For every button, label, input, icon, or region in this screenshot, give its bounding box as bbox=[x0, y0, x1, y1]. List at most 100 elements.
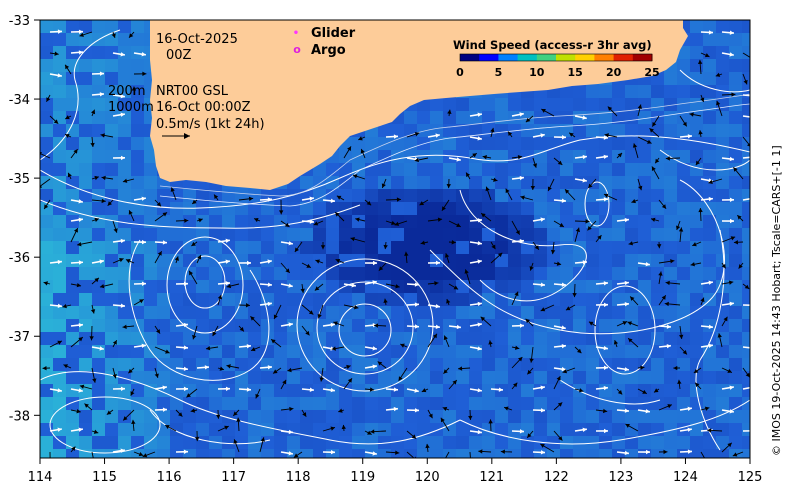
field-cell bbox=[417, 371, 431, 385]
field-cell bbox=[79, 215, 93, 229]
field-cell bbox=[391, 449, 405, 458]
field-cell bbox=[404, 163, 418, 177]
colorbar bbox=[460, 54, 653, 61]
field-cell bbox=[404, 189, 418, 203]
field-cell bbox=[391, 150, 405, 164]
field-cell bbox=[92, 150, 106, 164]
field-cell bbox=[105, 436, 119, 450]
field-cell bbox=[391, 345, 405, 359]
field-cell bbox=[157, 345, 171, 359]
field-cell bbox=[716, 436, 730, 450]
field-cell bbox=[222, 436, 236, 450]
field-cell bbox=[495, 254, 509, 268]
field-cell bbox=[573, 163, 587, 177]
current-arrow bbox=[485, 186, 492, 201]
colorbar-swatch bbox=[632, 54, 653, 61]
current-arrow bbox=[507, 131, 513, 138]
current-arrow bbox=[49, 29, 63, 34]
field-cell bbox=[742, 189, 750, 203]
field-cell bbox=[53, 449, 67, 458]
current-arrow bbox=[91, 451, 94, 458]
current-arrow bbox=[111, 31, 116, 38]
current-arrow bbox=[404, 251, 409, 264]
field-cell bbox=[586, 280, 600, 294]
current-arrow bbox=[64, 133, 72, 138]
field-cell bbox=[40, 332, 54, 346]
field-cell bbox=[742, 449, 750, 458]
field-cell bbox=[612, 423, 626, 437]
current-arrow bbox=[343, 304, 359, 310]
field-cell bbox=[92, 241, 106, 255]
current-arrow bbox=[444, 253, 450, 264]
field-cell bbox=[326, 241, 340, 255]
field-cell bbox=[716, 124, 730, 138]
field-cell bbox=[677, 436, 691, 450]
field-cell bbox=[144, 423, 158, 437]
field-cell bbox=[235, 449, 249, 458]
current-arrow bbox=[350, 236, 366, 243]
field-cell bbox=[443, 332, 457, 346]
contour-line bbox=[40, 199, 361, 229]
field-cell bbox=[170, 397, 184, 411]
field-cell bbox=[79, 267, 93, 281]
field-cell bbox=[573, 189, 587, 203]
current-arrow bbox=[154, 346, 170, 354]
field-cell bbox=[508, 384, 522, 398]
field-cell bbox=[339, 176, 353, 190]
field-cell bbox=[79, 228, 93, 242]
current-arrow bbox=[70, 322, 84, 328]
field-cell bbox=[105, 111, 119, 125]
field-cell bbox=[443, 410, 457, 424]
field-cell bbox=[391, 254, 405, 268]
field-cell bbox=[586, 423, 600, 437]
current-arrow bbox=[698, 207, 703, 222]
field-cell bbox=[742, 306, 750, 320]
field-cell bbox=[638, 85, 652, 99]
field-cell bbox=[79, 85, 93, 99]
field-cell bbox=[196, 397, 210, 411]
current-arrow bbox=[101, 175, 114, 181]
field-cell bbox=[287, 293, 301, 307]
current-arrow bbox=[259, 437, 265, 453]
field-cell bbox=[690, 371, 704, 385]
field-cell bbox=[339, 189, 353, 203]
field-cell bbox=[625, 254, 639, 268]
field-cell bbox=[53, 202, 67, 216]
field-cell bbox=[742, 215, 750, 229]
current-arrow bbox=[400, 343, 408, 348]
field-cell bbox=[92, 319, 106, 333]
current-arrow bbox=[385, 450, 400, 455]
field-cell bbox=[365, 150, 379, 164]
field-cell bbox=[40, 33, 54, 47]
field-cell bbox=[274, 228, 288, 242]
field-cell bbox=[664, 345, 678, 359]
current-arrow bbox=[658, 259, 675, 264]
field-cell bbox=[92, 293, 106, 307]
field-cell bbox=[378, 449, 392, 458]
field-cell bbox=[508, 371, 522, 385]
field-cell bbox=[131, 111, 145, 125]
field-cell bbox=[105, 46, 119, 60]
field-cell bbox=[482, 189, 496, 203]
field-cell bbox=[534, 254, 548, 268]
field-cell bbox=[729, 150, 743, 164]
field-cell bbox=[313, 345, 327, 359]
field-cell bbox=[300, 332, 314, 346]
field-cell bbox=[144, 163, 158, 177]
field-cell bbox=[586, 150, 600, 164]
field-cell bbox=[118, 20, 132, 34]
field-cell bbox=[521, 345, 535, 359]
field-cell bbox=[599, 293, 613, 307]
field-cell bbox=[495, 319, 509, 333]
field-cell bbox=[573, 254, 587, 268]
field-cell bbox=[612, 436, 626, 450]
field-cell bbox=[664, 306, 678, 320]
current-arrow bbox=[721, 156, 735, 162]
field-cell bbox=[690, 332, 704, 346]
field-cell bbox=[326, 228, 340, 242]
field-cell bbox=[404, 228, 418, 242]
field-cell bbox=[742, 59, 750, 73]
field-cell bbox=[118, 397, 132, 411]
current-arrow bbox=[62, 303, 72, 309]
current-arrow bbox=[112, 303, 126, 308]
